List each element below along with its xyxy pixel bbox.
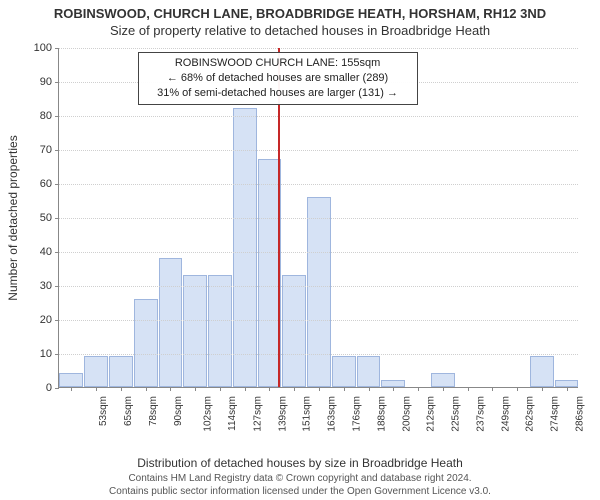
y-tick-label: 50 (22, 212, 52, 224)
histogram-chart: Number of detached properties ROBINSWOOD… (58, 48, 578, 408)
x-tick-label: 286sqm (574, 396, 585, 432)
x-tick-label: 163sqm (327, 396, 338, 432)
x-tick-label: 53sqm (98, 396, 109, 426)
y-tick-label: 10 (22, 348, 52, 360)
histogram-bar (208, 275, 232, 387)
histogram-bar (555, 380, 579, 387)
histogram-bar (381, 380, 405, 387)
y-tick-label: 100 (22, 42, 52, 54)
annotation-box: ROBINSWOOD CHURCH LANE: 155sqm ← 68% of … (138, 52, 418, 105)
x-tick-label: 176sqm (352, 396, 363, 432)
x-tick-label: 114sqm (227, 396, 238, 431)
x-axis-label: Distribution of detached houses by size … (0, 456, 600, 470)
histogram-bar (431, 373, 455, 387)
y-tick-label: 20 (22, 314, 52, 326)
x-tick-label: 262sqm (525, 396, 536, 432)
x-tick-label: 249sqm (500, 396, 511, 432)
annotation-line1: ROBINSWOOD CHURCH LANE: 155sqm (145, 56, 411, 71)
x-tick-label: 102sqm (203, 396, 214, 432)
x-tick-label: 151sqm (302, 396, 313, 432)
y-tick-label: 60 (22, 178, 52, 190)
x-tick-label: 139sqm (277, 396, 288, 432)
histogram-bar (84, 356, 108, 387)
y-tick-label: 70 (22, 144, 52, 156)
x-tick-label: 212sqm (426, 396, 437, 432)
histogram-bar (357, 356, 381, 387)
x-tick-label: 274sqm (550, 396, 561, 432)
plot-area: Number of detached properties ROBINSWOOD… (58, 48, 578, 388)
y-tick-label: 80 (22, 110, 52, 122)
y-tick-label: 0 (22, 382, 52, 394)
attribution-footer: Contains HM Land Registry data © Crown c… (0, 473, 600, 498)
histogram-bar (159, 258, 183, 387)
histogram-bar (134, 299, 158, 387)
footer-line1: Contains HM Land Registry data © Crown c… (0, 473, 600, 486)
y-axis-label: Number of detached properties (6, 135, 20, 300)
x-tick-label: 127sqm (253, 396, 264, 432)
annotation-line2: ← 68% of detached houses are smaller (28… (145, 71, 411, 86)
x-tick-label: 200sqm (401, 396, 412, 432)
x-tick-label: 78sqm (148, 396, 159, 426)
histogram-bar (307, 197, 331, 387)
y-tick-label: 30 (22, 280, 52, 292)
x-tick-label: 65sqm (123, 396, 134, 426)
histogram-bar (183, 275, 207, 387)
x-tick-label: 90sqm (173, 396, 184, 426)
x-tick-label: 188sqm (376, 396, 387, 432)
footer-line2: Contains public sector information licen… (0, 486, 600, 499)
histogram-bar (59, 373, 83, 387)
y-tick-label: 90 (22, 76, 52, 88)
x-tick-label: 225sqm (451, 396, 462, 432)
histogram-bar (332, 356, 356, 387)
histogram-bar (530, 356, 554, 387)
x-tick-label: 237sqm (475, 396, 486, 432)
annotation-line3: 31% of semi-detached houses are larger (… (145, 86, 411, 101)
histogram-bar (109, 356, 133, 387)
histogram-bar (282, 275, 306, 387)
y-tick-label: 40 (22, 246, 52, 258)
page-title-sub: Size of property relative to detached ho… (0, 21, 600, 38)
page-title-main: ROBINSWOOD, CHURCH LANE, BROADBRIDGE HEA… (0, 0, 600, 21)
